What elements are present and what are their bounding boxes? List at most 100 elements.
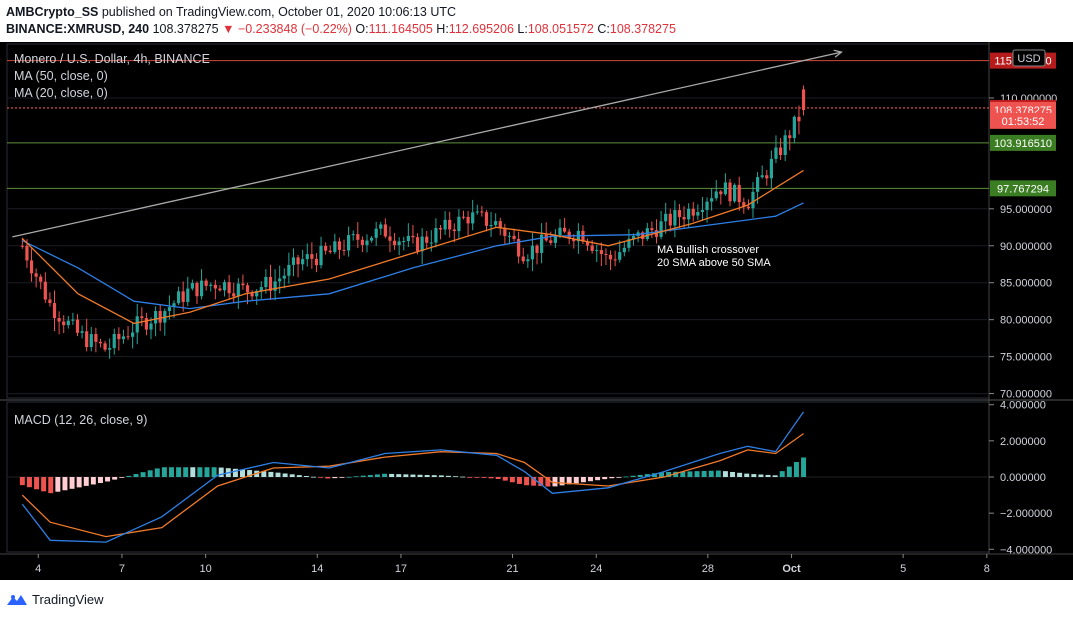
- macd-histogram-bar: [595, 477, 601, 481]
- moving-average-lines: [21, 169, 804, 325]
- price-tick-label: 95.000000: [1000, 204, 1052, 216]
- time-tick-label: 24: [590, 563, 602, 575]
- candle-body: [204, 280, 208, 286]
- macd-histogram-bar: [644, 474, 650, 477]
- close-value: 108.378275: [609, 22, 676, 36]
- macd-histogram-bar: [779, 471, 785, 477]
- price-label-badge: [990, 180, 1056, 197]
- footer: TradingView: [0, 580, 1073, 618]
- candle-body: [801, 89, 806, 110]
- macd-histogram-bar: [460, 476, 466, 478]
- candle-body: [590, 245, 594, 251]
- candle-body: [549, 240, 553, 243]
- candle-body: [411, 235, 415, 238]
- candle-body: [700, 209, 705, 212]
- candle-body: [673, 210, 677, 226]
- macd-histogram-bar: [744, 473, 750, 477]
- macd-tick-label: 4.000000: [1000, 400, 1046, 412]
- time-tick-label: 28: [702, 563, 714, 575]
- candle-body: [719, 191, 723, 195]
- candle-body: [112, 333, 116, 349]
- candle-body: [126, 336, 130, 338]
- candle-body: [199, 280, 204, 297]
- candle-body: [461, 216, 466, 218]
- annotation-line2[interactable]: 20 SMA above 50 SMA: [657, 257, 771, 269]
- candle-body: [236, 283, 240, 297]
- candle-body: [765, 175, 769, 179]
- publisher-name[interactable]: AMBCrypto_SS: [6, 5, 99, 19]
- macd-histogram-bar: [616, 477, 622, 478]
- macd-histogram-bar: [183, 467, 189, 477]
- trend-line-group[interactable]: [12, 49, 843, 238]
- macd-histogram-bar: [573, 477, 579, 484]
- candle-body: [259, 287, 263, 291]
- annotation-line1[interactable]: MA Bullish crossover: [657, 244, 759, 256]
- price-tick-label: 90.000000: [1000, 241, 1052, 253]
- macd-histogram-bar: [55, 477, 61, 492]
- macd-histogram-bar: [282, 473, 288, 477]
- price-chart[interactable]: 110.00000095.00000090.00000085.00000080.…: [0, 42, 1073, 580]
- candle-body: [788, 135, 792, 139]
- macd-histogram-bar: [651, 473, 657, 477]
- candle-body: [792, 116, 796, 139]
- candle-body: [245, 285, 250, 293]
- macd-histogram-bar: [26, 477, 32, 488]
- time-tick-label: 5: [900, 563, 906, 575]
- macd-histogram-bar: [559, 477, 565, 486]
- candle-body: [121, 336, 126, 340]
- candle-body: [677, 210, 682, 218]
- macd-histogram-bar: [332, 477, 338, 479]
- macd-series: [7, 411, 989, 543]
- candle-body: [131, 332, 135, 337]
- candle-body: [66, 320, 70, 326]
- macd-histogram-bar: [190, 467, 196, 477]
- candle-body: [356, 234, 360, 240]
- candle-body: [98, 341, 103, 344]
- price-pane[interactable]: [6, 43, 990, 399]
- candle-body: [503, 228, 507, 236]
- candle-body: [457, 216, 461, 232]
- candle-body: [475, 211, 479, 213]
- macd-histogram-bar: [730, 471, 736, 477]
- chart-area[interactable]: 110.000000 95.000000 90.000000 85.000000 80.…: [0, 42, 1073, 580]
- horizontal-levels[interactable]: [7, 60, 989, 189]
- macd-histogram-bar: [445, 475, 451, 477]
- candle-body: [742, 202, 746, 207]
- macd-histogram-bar: [296, 475, 302, 477]
- candle-body: [682, 217, 686, 220]
- chart-header: AMBCrypto_SS published on TradingView.co…: [0, 0, 1073, 40]
- candlestick-series: [20, 85, 806, 359]
- candle-body: [158, 311, 162, 323]
- candle-body: [751, 191, 755, 209]
- macd-histogram-bar: [701, 470, 707, 477]
- candle-body: [613, 259, 617, 261]
- candle-body: [337, 241, 342, 250]
- macd-histogram-bar: [488, 477, 494, 479]
- macd-histogram-bar: [382, 473, 388, 477]
- candle-body: [406, 235, 410, 242]
- candle-body: [558, 227, 562, 236]
- macd-histogram-bar: [48, 477, 54, 494]
- price-label-badge: [990, 112, 1056, 129]
- macd-histogram-bar: [211, 467, 217, 477]
- macd-histogram-bar: [438, 475, 444, 477]
- candle-body: [71, 319, 75, 321]
- tradingview-logo[interactable]: TradingView: [6, 592, 104, 607]
- macd-tick-label: 0.000000: [1000, 472, 1046, 484]
- macd-histogram-bar: [360, 475, 366, 477]
- candle-body: [650, 228, 654, 231]
- candle-body: [392, 240, 397, 246]
- macd-histogram-bar: [268, 471, 274, 477]
- candle-body: [301, 259, 305, 265]
- candle-body: [627, 238, 631, 248]
- candle-body: [222, 282, 227, 291]
- macd-histogram-bar: [424, 474, 430, 477]
- candle-body: [291, 257, 296, 265]
- macd-histogram-bar: [346, 476, 352, 478]
- trend-line: [12, 51, 842, 238]
- currency-badge[interactable]: [1012, 49, 1046, 67]
- macd-histogram-bar: [531, 477, 537, 486]
- macd-histogram-bar: [453, 476, 459, 478]
- macd-histogram-bar: [69, 477, 75, 489]
- macd-histogram-bar: [289, 474, 295, 477]
